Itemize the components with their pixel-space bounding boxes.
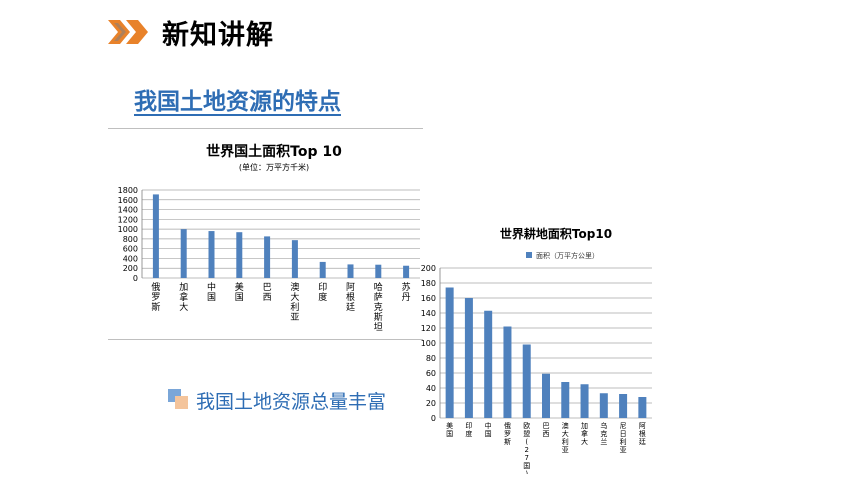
y-tick-label: 60 xyxy=(426,369,436,378)
bullet-text: 我国土地资源总量丰富 xyxy=(196,390,387,413)
y-tick-label: 140 xyxy=(421,309,436,318)
bar xyxy=(291,240,298,278)
category-label: 加拿大 xyxy=(179,282,188,313)
category-label: 苏丹 xyxy=(402,281,411,303)
bar xyxy=(522,344,531,418)
y-tick-label: 120 xyxy=(421,324,436,333)
category-label: 巴西 xyxy=(263,282,272,303)
legend-swatch xyxy=(526,252,532,258)
category-label: 俄罗斯 xyxy=(504,421,511,446)
bar xyxy=(375,264,382,278)
bar xyxy=(561,382,570,418)
arable-land-chart: 世界耕地面积Top10 面积（万平方公里） 0 20 40 60 80 100 120 140 16… xyxy=(421,226,652,474)
legend-label: 面积（万平方公里） xyxy=(536,251,599,260)
category-label: 俄罗斯 xyxy=(151,281,160,313)
category-label: 阿根廷 xyxy=(639,421,646,446)
bar xyxy=(180,229,187,278)
category-label: 哈萨克斯坦 xyxy=(374,281,383,333)
bar xyxy=(347,264,354,278)
y-tick-label: 40 xyxy=(426,384,436,393)
section-title: 新知讲解 xyxy=(162,19,274,51)
category-label: 乌克兰 xyxy=(600,421,607,446)
y-tick-label: 1800 xyxy=(118,186,138,195)
bar xyxy=(638,397,647,418)
y-tick-label: 400 xyxy=(123,254,138,263)
chart-title: 世界国土面积Top 10 xyxy=(206,143,342,160)
category-label: 巴西 xyxy=(543,422,550,438)
y-tick-label: 800 xyxy=(123,235,138,244)
y-tick-label: 0 xyxy=(133,274,138,283)
category-label: 尼日利亚 xyxy=(620,422,627,454)
y-tick-label: 100 xyxy=(421,339,436,348)
bar xyxy=(503,326,512,418)
y-tick-label: 20 xyxy=(426,399,436,408)
category-label: 印度 xyxy=(465,422,472,438)
bar xyxy=(152,194,159,278)
page-subtitle: 我国土地资源的特点 xyxy=(134,89,341,115)
y-tick-label: 1400 xyxy=(118,206,138,215)
category-label: 中国 xyxy=(207,281,216,303)
category-label: 欧盟(2 7 国) xyxy=(523,421,530,474)
land-area-chart: 世界国土面积Top 10(单位：万平方千米)020040060080010001… xyxy=(118,143,420,333)
y-tick-label: 160 xyxy=(421,294,436,303)
category-label: 美国 xyxy=(446,421,453,438)
category-label: 澳大利亚 xyxy=(290,281,299,323)
bar xyxy=(319,261,326,278)
bar xyxy=(599,393,608,418)
chart-title: 世界耕地面积Top10 xyxy=(500,226,612,241)
y-tick-label: 180 xyxy=(421,279,436,288)
category-label: 美国 xyxy=(235,281,244,303)
category-label: 印度 xyxy=(318,281,327,303)
section-header: 新知讲解 xyxy=(106,14,274,51)
y-tick-label: 600 xyxy=(123,245,138,254)
bar xyxy=(464,298,473,418)
bar xyxy=(580,384,589,418)
y-tick-label: 1200 xyxy=(118,215,138,224)
bar xyxy=(208,231,215,278)
category-label: 中国 xyxy=(485,421,492,438)
y-tick-label: 1600 xyxy=(118,196,138,205)
bar xyxy=(403,265,410,278)
y-tick-label: 200 xyxy=(123,264,138,273)
bullet-point: 我国土地资源总量丰富 xyxy=(168,386,386,414)
double-chevron-right-icon xyxy=(108,20,148,44)
category-label: 澳大利亚 xyxy=(562,421,569,454)
bar xyxy=(264,236,271,278)
y-tick-label: 0 xyxy=(431,414,436,423)
bottom-divider xyxy=(108,339,423,340)
y-tick-label: 200 xyxy=(421,264,436,273)
bar xyxy=(236,232,243,278)
bar xyxy=(445,287,454,418)
y-tick-label: 80 xyxy=(426,354,436,363)
top-divider xyxy=(108,128,423,129)
y-tick-label: 1000 xyxy=(118,225,138,234)
bar xyxy=(619,394,628,418)
square-bullet-icon xyxy=(168,389,190,411)
bar xyxy=(484,310,493,418)
bar xyxy=(542,373,550,418)
chart-subtitle: (单位：万平方千米) xyxy=(239,162,309,172)
category-label: 加拿大 xyxy=(581,421,588,446)
category-label: 阿根廷 xyxy=(346,282,355,313)
